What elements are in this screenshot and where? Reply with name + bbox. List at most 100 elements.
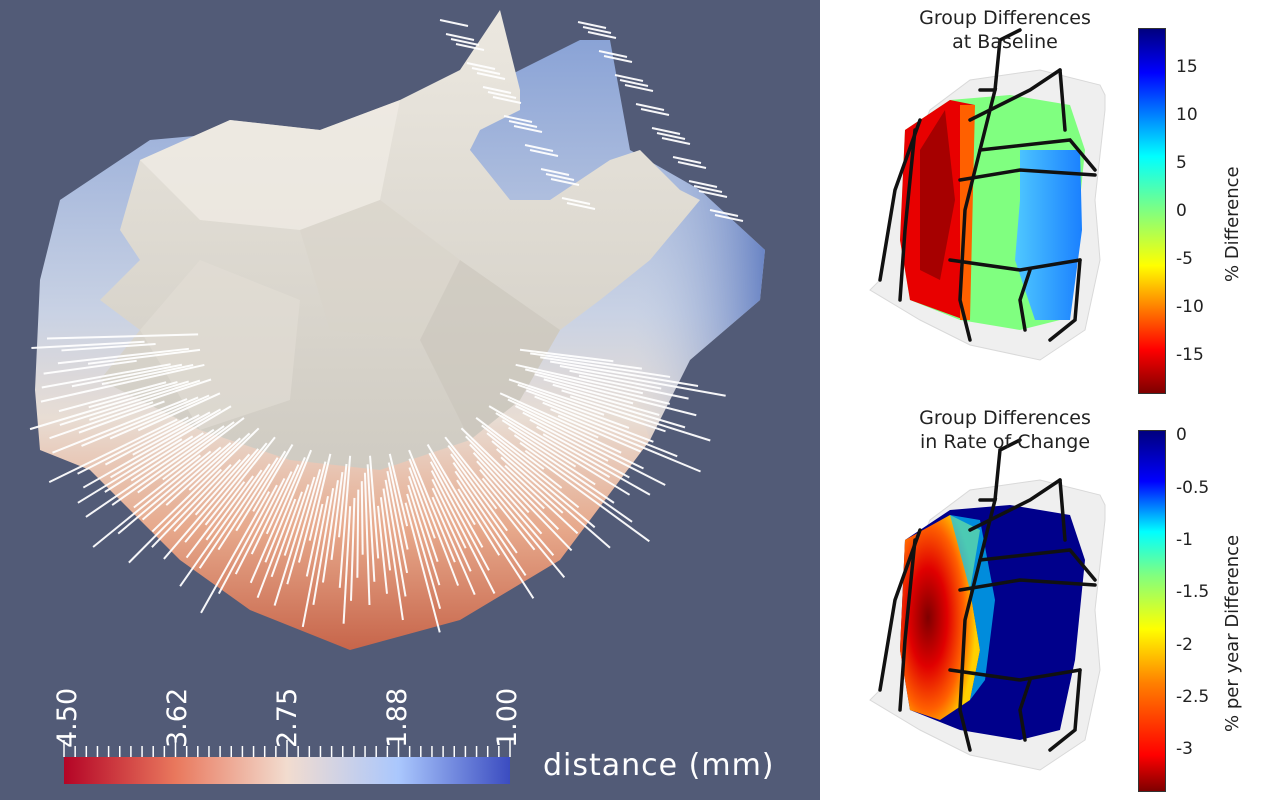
- streamline: [363, 472, 371, 606]
- baseline-tick-0: 0: [1176, 201, 1187, 221]
- streamline: [200, 491, 271, 614]
- streamline: [460, 427, 545, 510]
- streamline: [338, 463, 348, 538]
- streamline: [447, 444, 498, 510]
- baseline-tick-neg5: -5: [1176, 249, 1193, 269]
- streamline: [552, 383, 660, 416]
- streamline: [59, 379, 201, 426]
- streamline: [273, 476, 316, 606]
- baseline-title: Group Differences at Baseline: [855, 6, 1155, 54]
- distance-tick-4: 1.00: [492, 687, 523, 748]
- rate-tick-2-5: -2.5: [1176, 687, 1210, 707]
- rate-title-line2: in Rate of Change: [919, 431, 1091, 453]
- streamline: [507, 398, 622, 454]
- streamline: [496, 448, 611, 549]
- streamline: [137, 392, 221, 432]
- streamline: [338, 455, 352, 588]
- streamline: [577, 21, 607, 29]
- streamline: [356, 489, 360, 578]
- streamline: [141, 442, 232, 521]
- streamline: [81, 396, 199, 447]
- streamline: [501, 419, 577, 468]
- streamline: [162, 417, 245, 481]
- streamline: [270, 491, 303, 578]
- streamline: [48, 418, 178, 484]
- 3d-viewer[interactable]: 4.50 3.62 2.75 1.88 1.00 distance (mm): [0, 0, 820, 800]
- streamline: [569, 369, 662, 390]
- streamline: [198, 463, 271, 569]
- streamline: [444, 436, 536, 551]
- streamline: [455, 43, 485, 51]
- streamline: [184, 442, 268, 543]
- streamline: [500, 456, 564, 514]
- streamline: [301, 495, 329, 628]
- streamline: [545, 173, 575, 181]
- streamline: [264, 449, 313, 563]
- streamline: [693, 185, 723, 193]
- streamline: [342, 506, 352, 624]
- streamline: [503, 115, 533, 123]
- streamline: [387, 462, 409, 550]
- streamline: [672, 156, 702, 164]
- streamline: [457, 488, 501, 556]
- streamline: [540, 168, 570, 176]
- streamline: [117, 446, 222, 535]
- streamline: [508, 120, 538, 128]
- streamline: [382, 488, 404, 621]
- streamline: [445, 33, 475, 41]
- streamline: [640, 108, 670, 116]
- rate-tick-3: -3: [1176, 739, 1193, 759]
- streamline: [431, 487, 472, 572]
- baseline-tick-15: 15: [1176, 57, 1198, 77]
- streamline: [472, 452, 530, 514]
- streamline: [165, 437, 241, 506]
- streamline: [426, 443, 476, 526]
- streamline: [536, 425, 630, 479]
- streamline: [559, 364, 726, 397]
- rate-tick-1: -1: [1176, 530, 1193, 550]
- streamline: [582, 26, 612, 34]
- streamline: [714, 214, 744, 222]
- streamline: [369, 455, 380, 559]
- streamline: [305, 503, 324, 577]
- distance-colorbar: [64, 757, 510, 784]
- streamline: [408, 475, 439, 562]
- streamline: [452, 462, 518, 554]
- streamline: [619, 79, 649, 87]
- streamline: [179, 469, 263, 587]
- streamline: [534, 373, 697, 417]
- streamline: [132, 411, 211, 456]
- streamline: [456, 479, 535, 599]
- baseline-tick-neg10: -10: [1176, 297, 1204, 317]
- streamline: [524, 449, 650, 543]
- streamline: [101, 364, 194, 386]
- streamline: [524, 144, 554, 152]
- streamline: [308, 453, 332, 541]
- streamline: [265, 464, 300, 535]
- streamline: [71, 363, 183, 388]
- streamline: [151, 464, 232, 548]
- rate-colorbar-label: % per year Difference: [1222, 534, 1243, 732]
- streamline: [635, 103, 665, 111]
- rate-tick-2: -2: [1176, 635, 1193, 655]
- streamline: [31, 340, 145, 349]
- rate-tick-1-5: -1.5: [1176, 582, 1210, 602]
- streamline: [92, 450, 212, 548]
- streamline: [430, 470, 496, 594]
- streamline: [429, 461, 490, 571]
- streamline: [431, 496, 476, 596]
- baseline-title-line1: Group Differences: [919, 7, 1091, 29]
- streamline: [587, 31, 617, 39]
- streamline: [185, 481, 246, 559]
- streamline: [408, 449, 456, 563]
- streamline: [29, 380, 190, 431]
- streamline: [515, 405, 644, 470]
- streamline: [58, 381, 167, 413]
- streamline: [486, 432, 580, 509]
- streamline: [566, 202, 596, 210]
- streamline: [471, 67, 501, 75]
- streamline: [651, 127, 681, 135]
- streamline: [549, 360, 699, 387]
- streamline: [543, 378, 634, 405]
- streamline: [542, 433, 651, 496]
